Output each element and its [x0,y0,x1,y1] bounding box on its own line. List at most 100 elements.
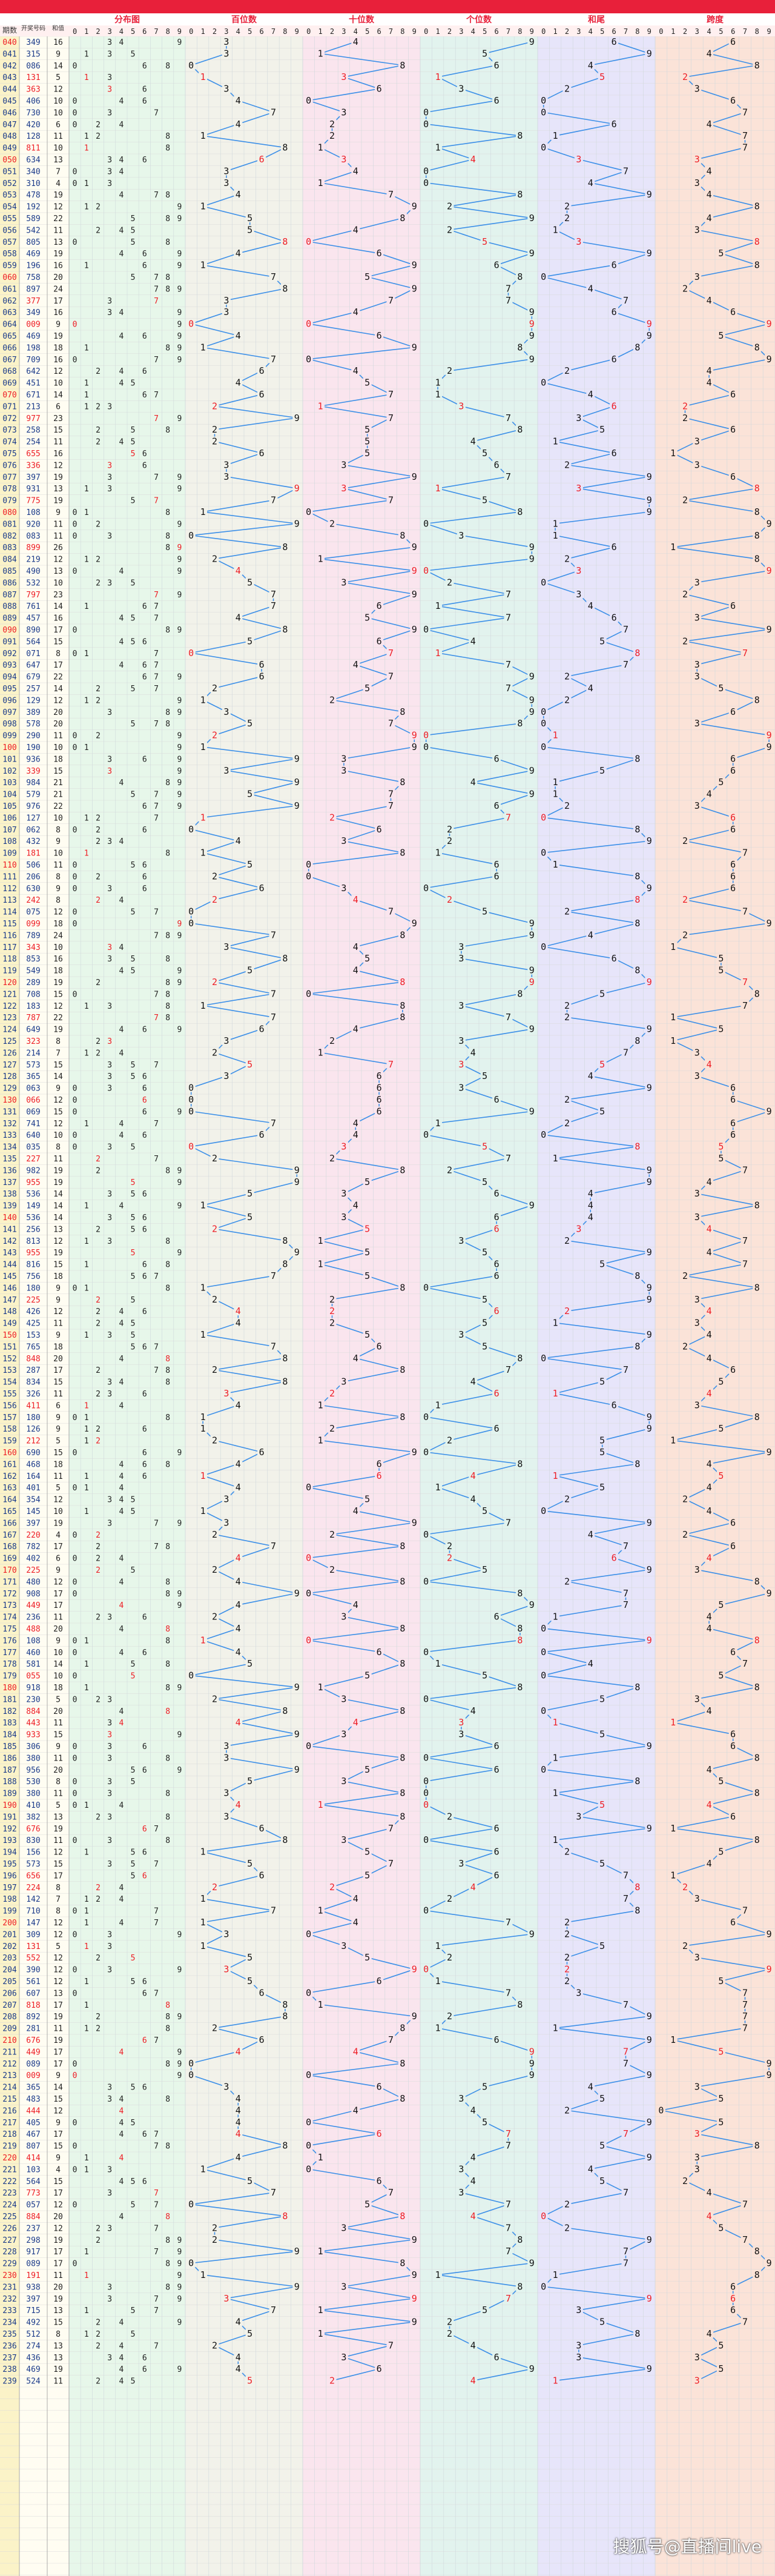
sum-cell: 12 [53,2106,63,2116]
trend-mark-t: 5 [364,436,370,447]
number-cell: 298 [26,2236,40,2245]
zone-title-k: 跨度 [707,15,724,25]
mark-bg [386,295,395,305]
distribution-mark: 8 [165,214,170,224]
trend-mark-k: 3 [694,1693,700,1704]
trend-mark-u: 6 [494,1612,500,1622]
trend-mark-s: 1 [553,1717,558,1728]
digit-label: 8 [166,27,170,36]
trend-mark-t: 7 [388,671,394,682]
trend-mark-u: 5 [482,1318,487,1329]
distribution-mark: 8 [165,1790,170,1799]
distribution-mark: 2 [96,2236,101,2245]
trend-mark-k: 5 [718,777,724,788]
trend-mark-k: 1 [670,1435,676,1446]
distribution-mark: 7 [154,473,159,482]
distribution-mark: 8 [165,1684,170,1693]
period-cell: 136 [2,1166,16,1175]
trend-mark-k: 5 [718,1776,724,1787]
trend-mark-s: 9 [647,189,652,200]
trend-mark-h: 1 [200,130,206,141]
distribution-mark: 9 [177,2365,182,2374]
distribution-mark: 2 [96,1049,101,1058]
number-cell: 198 [26,344,40,353]
distribution-mark: 4 [119,1355,124,1364]
period-cell: 041 [2,50,16,59]
trend-mark-h: 1 [200,848,206,858]
trend-mark-k: 2 [682,835,688,846]
mark-bg [457,84,466,93]
mark-bg [539,742,548,751]
period-cell: 141 [2,1225,16,1234]
mark-bg [339,72,348,82]
trend-mark-s: 2 [564,1917,570,1928]
trend-mark-t: 5 [364,683,370,694]
period-cell: 181 [2,1695,16,1704]
period-cell: 167 [2,1531,16,1540]
distribution-mark: 0 [73,1742,78,1751]
number-cell: 589 [26,214,40,224]
number-cell: 365 [26,1072,40,1081]
trend-mark-h: 7 [271,271,276,282]
distribution-mark: 9 [177,1684,182,1693]
sum-cell: 18 [53,1460,63,1469]
distribution-mark: 7 [154,2201,159,2210]
distribution-mark: 7 [154,297,159,306]
distribution-mark: 3 [107,1190,112,1199]
trend-mark-t: 4 [353,941,358,952]
trend-mark-u: 6 [494,1764,500,1775]
sum-cell: 16 [53,955,63,964]
trend-mark-s: 6 [612,260,617,271]
number-cell: 289 [26,978,40,988]
number-cell: 730 [26,108,40,118]
trend-mark-s: 0 [541,2211,546,2222]
trend-mark-k: 4 [707,377,712,388]
mark-bg [351,366,360,376]
sum-cell: 12 [53,2201,63,2210]
trend-mark-h: 7 [271,1118,276,1129]
distribution-mark: 7 [154,2248,159,2257]
sum-cell: 14 [53,62,63,71]
mark-bg [610,354,619,363]
trend-mark-t: 3 [341,459,346,470]
mark-bg [199,260,208,270]
distribution-mark: 8 [165,1625,170,1634]
distribution-mark: 3 [107,1813,112,1822]
trend-mark-k: 2 [682,894,688,905]
mark-bg [765,565,774,575]
number-cell: 128 [26,132,40,141]
period-cell: 201 [2,1930,16,1939]
sum-cell: 13 [53,2306,63,2315]
trend-mark-s: 8 [635,2328,640,2339]
trend-mark-u: 0 [423,883,429,894]
distribution-mark: 7 [154,414,159,423]
trend-mark-t: 3 [341,1693,346,1704]
trend-mark-k: 7 [742,2023,748,2034]
mark-bg [257,660,266,669]
period-cell: 162 [2,1472,16,1481]
period-cell: 098 [2,720,16,729]
trend-mark-t: 6 [377,1071,382,1081]
number-cell: 536 [26,1213,40,1223]
trend-mark-s: 6 [612,354,617,365]
distribution-mark: 9 [177,320,182,330]
trend-mark-u: 9 [529,694,535,705]
mark-bg [410,542,419,552]
distribution-mark: 5 [131,238,136,247]
distribution-mark: 6 [142,2365,147,2374]
trend-mark-u: 1 [435,1482,441,1493]
trend-mark-h: 4 [236,2363,241,2374]
distribution-mark: 0 [73,861,78,870]
trend-mark-h: 9 [294,483,300,494]
trend-mark-s: 4 [588,2082,593,2093]
trend-mark-u: 1 [435,1399,441,1410]
number-cell: 676 [26,2036,40,2045]
mark-bg [304,236,313,246]
sum-cell: 19 [53,473,63,482]
distribution-mark: 4 [119,1202,124,1211]
sum-cell: 16 [53,308,63,317]
trend-mark-t: 7 [388,1823,394,1834]
mark-bg [527,706,536,716]
trend-mark-t: 5 [364,1494,370,1505]
mark-bg [681,636,690,646]
